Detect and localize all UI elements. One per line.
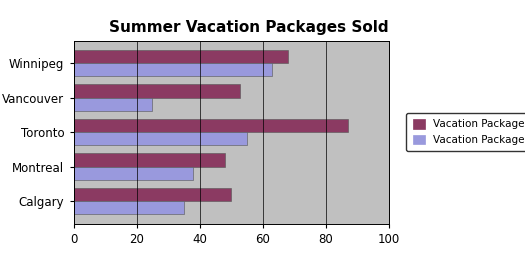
Bar — [74, 63, 272, 76]
Bar — [74, 201, 184, 214]
Bar — [74, 153, 225, 167]
Bar — [74, 119, 348, 132]
Legend: Vacation Package B, Vacation Package A: Vacation Package B, Vacation Package A — [406, 113, 525, 151]
Text: Summer Vacation Packages Sold: Summer Vacation Packages Sold — [109, 20, 388, 35]
Bar — [74, 132, 247, 145]
Bar — [74, 98, 152, 111]
Bar — [74, 188, 231, 201]
Bar — [74, 167, 193, 180]
Bar — [74, 50, 288, 63]
Bar — [74, 85, 240, 98]
